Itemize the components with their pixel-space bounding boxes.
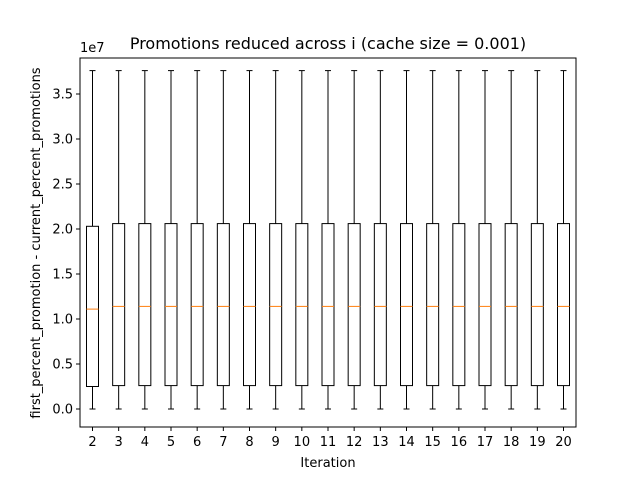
box <box>190 223 204 387</box>
x-tick-label: 12 <box>346 435 363 450</box>
x-tick-label: 14 <box>398 435 415 450</box>
x-tick-label: 3 <box>115 435 123 450</box>
box <box>426 223 440 387</box>
box <box>530 223 544 387</box>
y-tick-label: 3.5 <box>52 88 73 103</box>
x-tick-label: 18 <box>503 435 520 450</box>
box <box>452 223 466 387</box>
x-axis-label: Iteration <box>300 456 355 471</box>
x-tick-label: 2 <box>88 435 96 450</box>
box <box>295 223 309 387</box>
box <box>321 223 335 387</box>
box <box>478 223 492 387</box>
axes-frame <box>79 57 577 428</box>
plot-area: 0.0 0.5 1.0 1.5 2.0 2.5 3.0 3.5 2 3 4 5 6 7 8 9 10 11 12 13… <box>52 70 572 450</box>
box <box>269 223 283 387</box>
box <box>216 223 230 387</box>
x-tick-label: 11 <box>320 435 337 450</box>
box <box>373 223 387 387</box>
x-tick-label: 5 <box>167 435 175 450</box>
y-tick-label: 1.5 <box>52 268 73 283</box>
box <box>504 223 518 387</box>
x-tick-label: 6 <box>193 435 201 450</box>
x-tick-label: 19 <box>529 435 546 450</box>
y-tick-label: 2.0 <box>52 223 73 238</box>
x-tick-label: 17 <box>477 435 494 450</box>
x-tick-label: 8 <box>245 435 253 450</box>
x-tick-label: 9 <box>272 435 280 450</box>
box <box>347 223 361 387</box>
box <box>112 223 126 387</box>
chart-title: Promotions reduced across i (cache size … <box>130 34 526 53</box>
box <box>164 223 178 387</box>
box <box>243 223 256 387</box>
x-tick-label: 10 <box>294 435 311 450</box>
x-tick-label: 16 <box>451 435 468 450</box>
x-tick-label: 7 <box>219 435 227 450</box>
y-offset-label: 1e7 <box>80 41 105 56</box>
box <box>400 223 413 387</box>
box <box>557 223 570 387</box>
x-tick-label: 20 <box>555 435 572 450</box>
y-tick-label: 0.0 <box>52 403 73 418</box>
box <box>86 225 99 387</box>
x-tick-label: 13 <box>372 435 389 450</box>
y-tick-label: 1.0 <box>52 313 73 328</box>
y-tick-label: 0.5 <box>52 358 73 373</box>
x-tick-label: 4 <box>141 435 149 450</box>
y-tick-label: 3.0 <box>52 133 73 148</box>
box <box>138 223 152 387</box>
y-axis-label: first_percent_promotion - current_percen… <box>29 67 44 418</box>
y-tick-label: 2.5 <box>52 178 73 193</box>
x-tick-label: 15 <box>424 435 441 450</box>
